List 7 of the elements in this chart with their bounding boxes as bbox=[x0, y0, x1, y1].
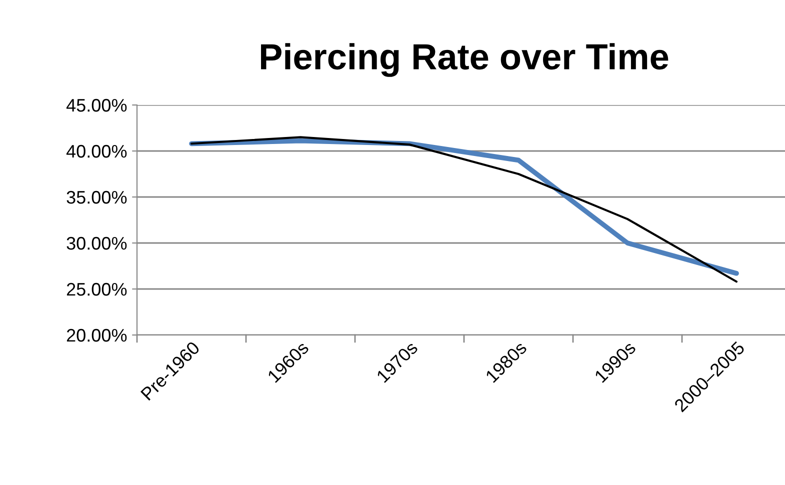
y-tick-label: 45.00% bbox=[66, 98, 127, 112]
chart-title: Piercing Rate over Time bbox=[261, 43, 668, 77]
y-tick-label: 20.00% bbox=[66, 328, 127, 342]
y-tick-label: 35.00% bbox=[66, 190, 127, 204]
y-tick-label: 25.00% bbox=[66, 282, 127, 296]
y-tick-label: 40.00% bbox=[66, 144, 127, 158]
y-tick-label: 30.00% bbox=[66, 236, 127, 250]
